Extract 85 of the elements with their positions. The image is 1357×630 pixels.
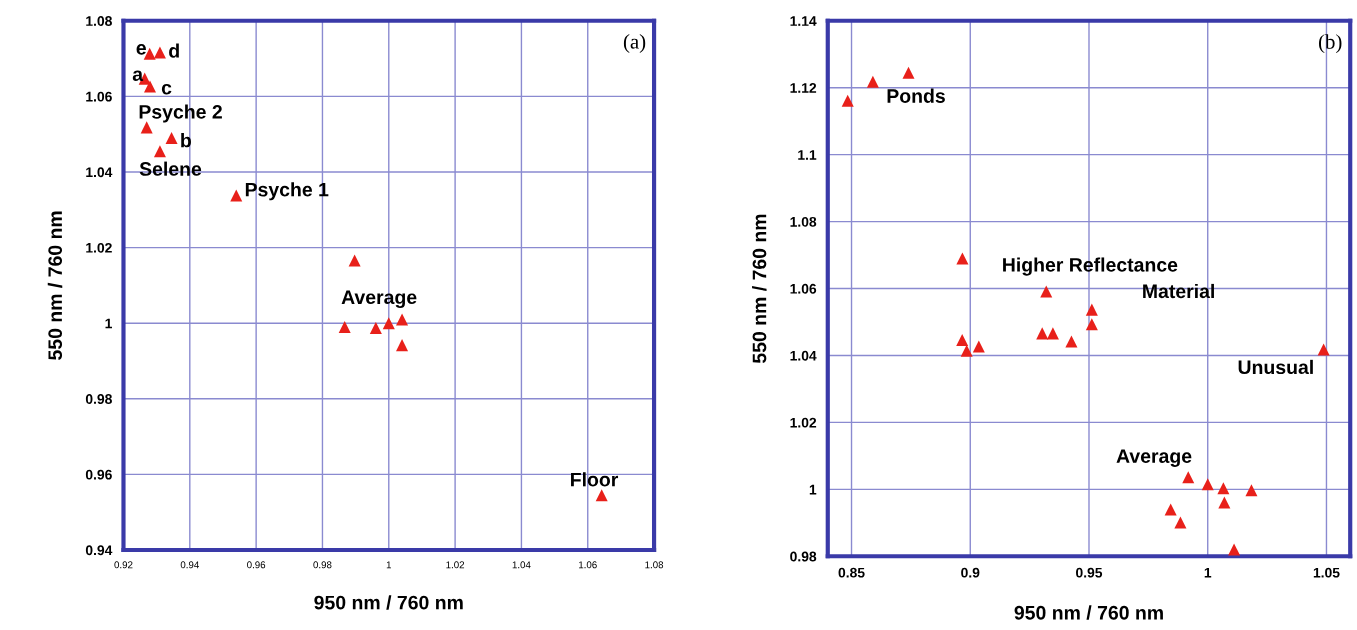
point [1228, 543, 1241, 556]
annotation: a [132, 70, 144, 82]
point [595, 489, 608, 502]
y-tick-label: 0.98 [790, 551, 817, 562]
point [153, 145, 166, 158]
point [1085, 318, 1098, 331]
point [369, 322, 382, 335]
point [956, 334, 969, 347]
y-tick-label: 1.06 [790, 283, 817, 294]
y-axis-title: 550 nm / 760 nm [47, 211, 63, 360]
y-tick-label: 1.1 [798, 150, 817, 160]
x-tick-label: 0.94 [180, 561, 199, 569]
annotation: Higher Reflectance [1003, 257, 1178, 276]
y-axis-title: 550 nm / 760 nm [752, 214, 767, 364]
x-tick-label: 1.04 [512, 561, 531, 569]
point [1164, 503, 1177, 516]
point [1046, 327, 1059, 340]
annotation: Floor [571, 472, 619, 487]
y-tick-label: 1.08 [86, 16, 112, 26]
point [1217, 482, 1230, 495]
point [396, 313, 409, 326]
x-tick-label: 1.02 [446, 561, 465, 569]
annotation: e [136, 44, 146, 55]
point [1182, 471, 1195, 484]
x-tick-label: 0.92 [114, 561, 133, 569]
x-tick-label: 0.85 [838, 567, 865, 578]
y-tick-label: 1.04 [790, 350, 817, 361]
point [396, 339, 409, 352]
y-tick-label: 1.02 [86, 242, 112, 253]
x-tick-label: 0.95 [1076, 567, 1103, 578]
x-tick-label: 1.06 [579, 561, 597, 569]
annotation: Selene [139, 161, 202, 176]
point [1040, 285, 1053, 298]
x-tick-label: 1 [1204, 567, 1212, 578]
point [153, 46, 166, 59]
point [1065, 335, 1078, 348]
annotation: Average [341, 290, 417, 308]
annotation: (a) [623, 34, 646, 53]
x-axis-title: 950 nm / 760 nm [1014, 605, 1163, 620]
x-tick-label: 1.08 [645, 561, 664, 569]
annotation: c [161, 83, 172, 95]
x-tick-label: 0.98 [313, 561, 332, 569]
y-tick-label: 1.08 [790, 216, 817, 227]
point [382, 317, 395, 330]
point [1317, 343, 1330, 356]
point [841, 94, 854, 107]
annotation: Material [1143, 283, 1214, 299]
x-tick-label: 0.96 [247, 561, 266, 569]
annotation: Unusual [1238, 359, 1313, 375]
point [956, 252, 969, 265]
annotation: Ponds [887, 88, 945, 103]
y-tick-label: 0.94 [85, 545, 113, 556]
annotation: b [181, 133, 191, 148]
y-tick-label: 1.04 [86, 167, 113, 178]
x-tick-label: 1 [386, 561, 392, 569]
point [902, 66, 915, 79]
point [1036, 327, 1049, 340]
point [1085, 303, 1098, 316]
point [972, 340, 985, 353]
y-tick-label: 1.06 [86, 91, 112, 102]
point [348, 254, 361, 267]
y-tick-label: 0.98 [85, 394, 112, 404]
x-axis-title: 950 nm / 760 nm [314, 595, 463, 610]
y-tick-label: 0.96 [85, 469, 112, 480]
y-tick-label: 1 [105, 318, 112, 329]
annotation: (b) [1319, 34, 1342, 54]
y-tick-label: 1.14 [790, 16, 817, 26]
x-tick-label: 1.05 [1313, 567, 1340, 578]
point [165, 131, 178, 144]
point [144, 80, 157, 93]
y-tick-label: 1.02 [790, 417, 817, 428]
annotation: Average [1116, 449, 1192, 467]
point [1245, 484, 1258, 497]
point [1218, 496, 1231, 509]
annotation: Psyche 1 [245, 182, 329, 201]
point [1174, 516, 1187, 529]
point [230, 189, 243, 202]
point [1201, 478, 1214, 491]
y-tick-label: 1.12 [790, 83, 817, 93]
y-tick-label: 1 [809, 484, 817, 495]
annotation: d [169, 43, 179, 58]
point [338, 320, 351, 333]
point [866, 75, 879, 88]
x-tick-label: 0.9 [961, 567, 980, 578]
annotation: Psyche 2 [139, 104, 222, 123]
